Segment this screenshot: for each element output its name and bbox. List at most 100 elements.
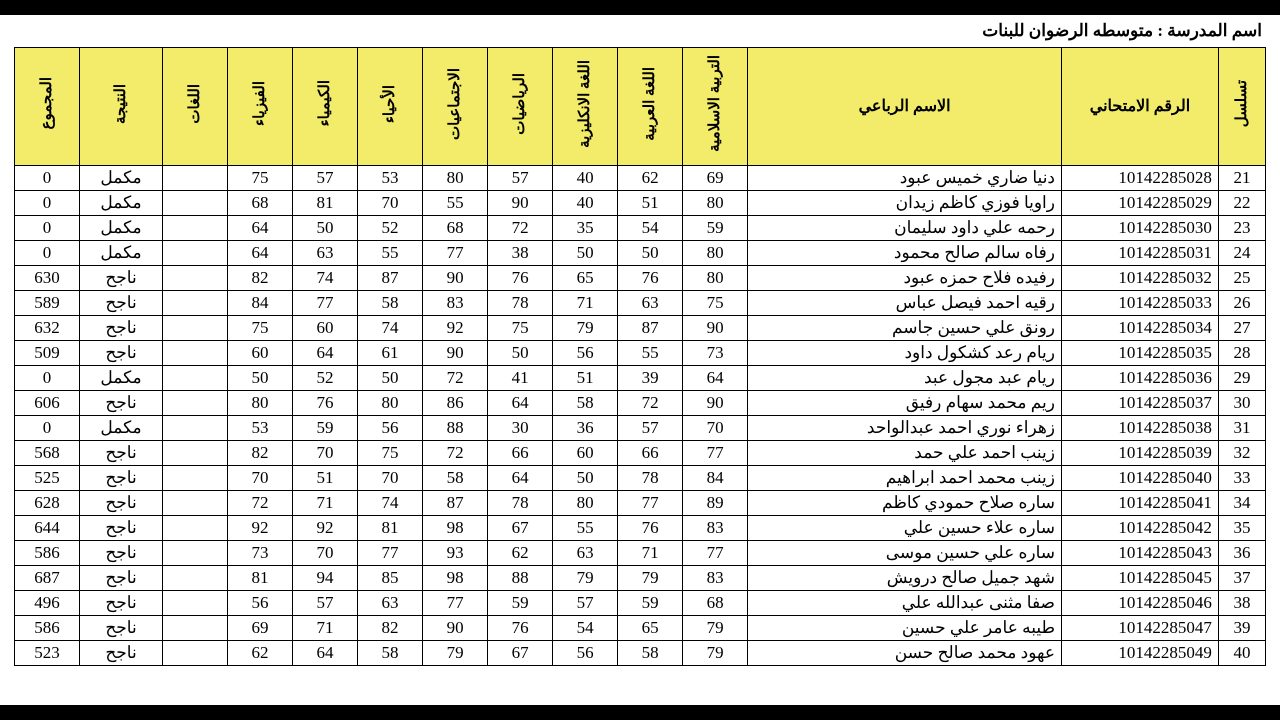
cell-result: مكمل <box>80 191 163 216</box>
cell-math: 78 <box>488 291 553 316</box>
cell-result: ناجح <box>80 641 163 666</box>
cell-islamic: 80 <box>683 241 748 266</box>
cell-exam_no: 10142285038 <box>1062 416 1219 441</box>
cell-arabic: 66 <box>618 441 683 466</box>
cell-social: 86 <box>423 391 488 416</box>
cell-seq: 36 <box>1218 541 1265 566</box>
cell-languages <box>163 316 228 341</box>
cell-islamic: 90 <box>683 391 748 416</box>
cell-exam_no: 10142285031 <box>1062 241 1219 266</box>
cell-chemistry: 64 <box>293 641 358 666</box>
col-header-languages: اللغات <box>163 48 228 166</box>
cell-islamic: 90 <box>683 316 748 341</box>
cell-name: ريام عبد مجول عبد <box>748 366 1062 391</box>
cell-physics: 81 <box>228 566 293 591</box>
cell-exam_no: 10142285036 <box>1062 366 1219 391</box>
cell-languages <box>163 191 228 216</box>
cell-social: 90 <box>423 616 488 641</box>
cell-total: 568 <box>15 441 80 466</box>
cell-islamic: 70 <box>683 416 748 441</box>
cell-islamic: 75 <box>683 291 748 316</box>
cell-biology: 74 <box>358 491 423 516</box>
cell-seq: 39 <box>1218 616 1265 641</box>
table-row: 2410142285031رفاه سالم صالح محمود8050503… <box>15 241 1266 266</box>
cell-result: ناجح <box>80 341 163 366</box>
table-row: 3210142285039زينب احمد علي حمد7766606672… <box>15 441 1266 466</box>
cell-physics: 69 <box>228 616 293 641</box>
cell-math: 76 <box>488 616 553 641</box>
table-row: 2610142285033رقيه احمد فيصل عباس75637178… <box>15 291 1266 316</box>
cell-physics: 70 <box>228 466 293 491</box>
cell-english: 51 <box>553 366 618 391</box>
cell-arabic: 77 <box>618 491 683 516</box>
cell-chemistry: 60 <box>293 316 358 341</box>
cell-social: 92 <box>423 316 488 341</box>
cell-arabic: 87 <box>618 316 683 341</box>
cell-result: ناجح <box>80 441 163 466</box>
cell-total: 496 <box>15 591 80 616</box>
col-header-social: الاجتماعيات <box>423 48 488 166</box>
cell-chemistry: 70 <box>293 541 358 566</box>
cell-name: ريم محمد سهام رفيق <box>748 391 1062 416</box>
cell-result: ناجح <box>80 591 163 616</box>
cell-name: زينب احمد علي حمد <box>748 441 1062 466</box>
cell-math: 76 <box>488 266 553 291</box>
col-header-name: الاسم الرباعي <box>748 48 1062 166</box>
cell-result: مكمل <box>80 366 163 391</box>
cell-exam_no: 10142285042 <box>1062 516 1219 541</box>
cell-physics: 75 <box>228 316 293 341</box>
table-row: 3910142285047طيبه عامر علي حسين796554769… <box>15 616 1266 641</box>
cell-social: 88 <box>423 416 488 441</box>
table-header-row: تسلسلالرقم الامتحانيالاسم الرباعيالتربية… <box>15 48 1266 166</box>
cell-name: صفا مثنى عبدالله علي <box>748 591 1062 616</box>
cell-social: 77 <box>423 241 488 266</box>
cell-total: 0 <box>15 366 80 391</box>
cell-islamic: 80 <box>683 266 748 291</box>
cell-arabic: 58 <box>618 641 683 666</box>
table-row: 2810142285035ريام رعد كشكول داود73555650… <box>15 341 1266 366</box>
cell-arabic: 59 <box>618 591 683 616</box>
cell-biology: 56 <box>358 416 423 441</box>
cell-total: 0 <box>15 191 80 216</box>
cell-total: 644 <box>15 516 80 541</box>
cell-chemistry: 77 <box>293 291 358 316</box>
cell-total: 632 <box>15 316 80 341</box>
cell-physics: 64 <box>228 241 293 266</box>
cell-physics: 60 <box>228 341 293 366</box>
cell-seq: 26 <box>1218 291 1265 316</box>
col-header-english: اللغة الانكليزية <box>553 48 618 166</box>
cell-total: 630 <box>15 266 80 291</box>
cell-arabic: 65 <box>618 616 683 641</box>
cell-chemistry: 57 <box>293 591 358 616</box>
cell-biology: 74 <box>358 316 423 341</box>
cell-english: 50 <box>553 241 618 266</box>
cell-math: 59 <box>488 591 553 616</box>
cell-exam_no: 10142285047 <box>1062 616 1219 641</box>
cell-arabic: 51 <box>618 191 683 216</box>
cell-islamic: 89 <box>683 491 748 516</box>
cell-islamic: 79 <box>683 641 748 666</box>
cell-seq: 38 <box>1218 591 1265 616</box>
cell-name: ساره علاء حسين علي <box>748 516 1062 541</box>
cell-biology: 82 <box>358 616 423 641</box>
cell-english: 80 <box>553 491 618 516</box>
cell-seq: 23 <box>1218 216 1265 241</box>
cell-name: عهود محمد صالح حسن <box>748 641 1062 666</box>
cell-social: 58 <box>423 466 488 491</box>
cell-languages <box>163 366 228 391</box>
cell-physics: 73 <box>228 541 293 566</box>
cell-physics: 92 <box>228 516 293 541</box>
col-header-physics: الفيزياء <box>228 48 293 166</box>
cell-seq: 29 <box>1218 366 1265 391</box>
cell-english: 36 <box>553 416 618 441</box>
cell-english: 55 <box>553 516 618 541</box>
cell-exam_no: 10142285041 <box>1062 491 1219 516</box>
table-row: 4010142285049عهود محمد صالح حسن795856677… <box>15 641 1266 666</box>
cell-social: 90 <box>423 341 488 366</box>
cell-physics: 84 <box>228 291 293 316</box>
cell-total: 687 <box>15 566 80 591</box>
col-header-biology: الأحياء <box>358 48 423 166</box>
cell-seq: 33 <box>1218 466 1265 491</box>
cell-seq: 28 <box>1218 341 1265 366</box>
cell-chemistry: 51 <box>293 466 358 491</box>
